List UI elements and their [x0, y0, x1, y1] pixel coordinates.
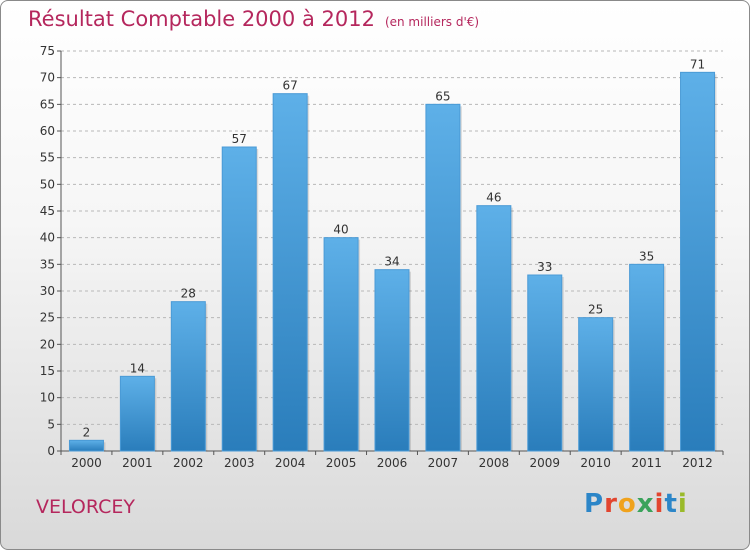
- value-label-2004: 67: [283, 79, 298, 93]
- commune-name: VELORCEY: [36, 496, 135, 518]
- y-tick-label: 75: [40, 44, 55, 58]
- logo-letter: i: [654, 489, 665, 519]
- bar-2012: [680, 71, 716, 452]
- x-tick-label-2004: 2004: [275, 456, 306, 470]
- value-label-2001: 14: [130, 361, 145, 375]
- bar-2003: [221, 146, 257, 452]
- chart-title: Résultat Comptable 2000 à 2012: [28, 7, 375, 31]
- logo-letter: t: [664, 489, 678, 519]
- value-label-2005: 40: [333, 223, 348, 237]
- bar-2009: [527, 274, 563, 452]
- x-tick-label-2005: 2005: [326, 456, 357, 470]
- value-label-2010: 25: [588, 303, 603, 317]
- y-tick-label: 10: [40, 391, 55, 405]
- bar-2007: [425, 103, 461, 452]
- x-tick-label-2002: 2002: [173, 456, 204, 470]
- x-tick-label-2000: 2000: [71, 456, 102, 470]
- value-label-2003: 57: [232, 132, 247, 146]
- value-label-2000: 2: [83, 425, 91, 439]
- value-label-2002: 28: [181, 287, 196, 301]
- bar-2006: [374, 269, 410, 452]
- x-tick-label-2003: 2003: [224, 456, 255, 470]
- y-tick-label: 5: [47, 417, 55, 431]
- bar-2005: [323, 237, 359, 452]
- chart-subtitle: (en milliers d'€): [384, 15, 480, 29]
- logo-letter: x: [636, 489, 655, 519]
- y-tick-label: 45: [40, 204, 55, 218]
- value-label-2007: 65: [435, 89, 450, 103]
- bar-2004: [272, 93, 308, 452]
- y-tick-label: 50: [40, 177, 55, 191]
- bar-2011: [629, 263, 665, 452]
- x-tick-label-2009: 2009: [529, 456, 560, 470]
- y-tick-label: 70: [40, 71, 55, 85]
- x-tick-label-2010: 2010: [580, 456, 611, 470]
- logo-letter: P: [584, 489, 605, 519]
- value-label-2012: 71: [690, 57, 705, 71]
- logo-letter: o: [617, 489, 637, 519]
- bar-2001: [119, 375, 155, 452]
- y-tick-label: 0: [47, 444, 55, 458]
- bars: [68, 71, 717, 452]
- x-tick-label-2012: 2012: [682, 456, 713, 470]
- x-tick-label-2006: 2006: [377, 456, 408, 470]
- y-tick-label: 15: [40, 364, 55, 378]
- value-label-2006: 34: [384, 255, 399, 269]
- value-label-2009: 33: [537, 260, 552, 274]
- y-tick-label: 35: [40, 257, 55, 271]
- value-label-2008: 46: [486, 191, 501, 205]
- y-tick-label: 65: [40, 97, 55, 111]
- x-tick-label-2001: 2001: [122, 456, 153, 470]
- y-tick-label: 25: [40, 311, 55, 325]
- y-tick-label: 40: [40, 231, 55, 245]
- bar-2002: [170, 301, 206, 452]
- x-tick-label-2008: 2008: [479, 456, 510, 470]
- bar-2000: [68, 439, 104, 452]
- proxiti-logo: Proxiti: [584, 489, 688, 519]
- bar-2010: [578, 317, 614, 452]
- bar-2008: [476, 205, 512, 452]
- y-tick-label: 55: [40, 151, 55, 165]
- y-tick-label: 20: [40, 337, 55, 351]
- x-tick-label-2007: 2007: [428, 456, 459, 470]
- labels: 0 5 10 15 20 25 30 35 40 45 50 55 60 65 70 75 2 2000 14 200…: [40, 44, 713, 470]
- logo-letter: i: [677, 489, 688, 519]
- y-tick-label: 60: [40, 124, 55, 138]
- chart-title-block: Résultat Comptable 2000 à 2012 (en millie…: [28, 7, 479, 31]
- y-tick-label: 30: [40, 284, 55, 298]
- value-label-2011: 35: [639, 249, 654, 263]
- logo-letter: r: [604, 489, 618, 519]
- x-tick-label-2011: 2011: [631, 456, 662, 470]
